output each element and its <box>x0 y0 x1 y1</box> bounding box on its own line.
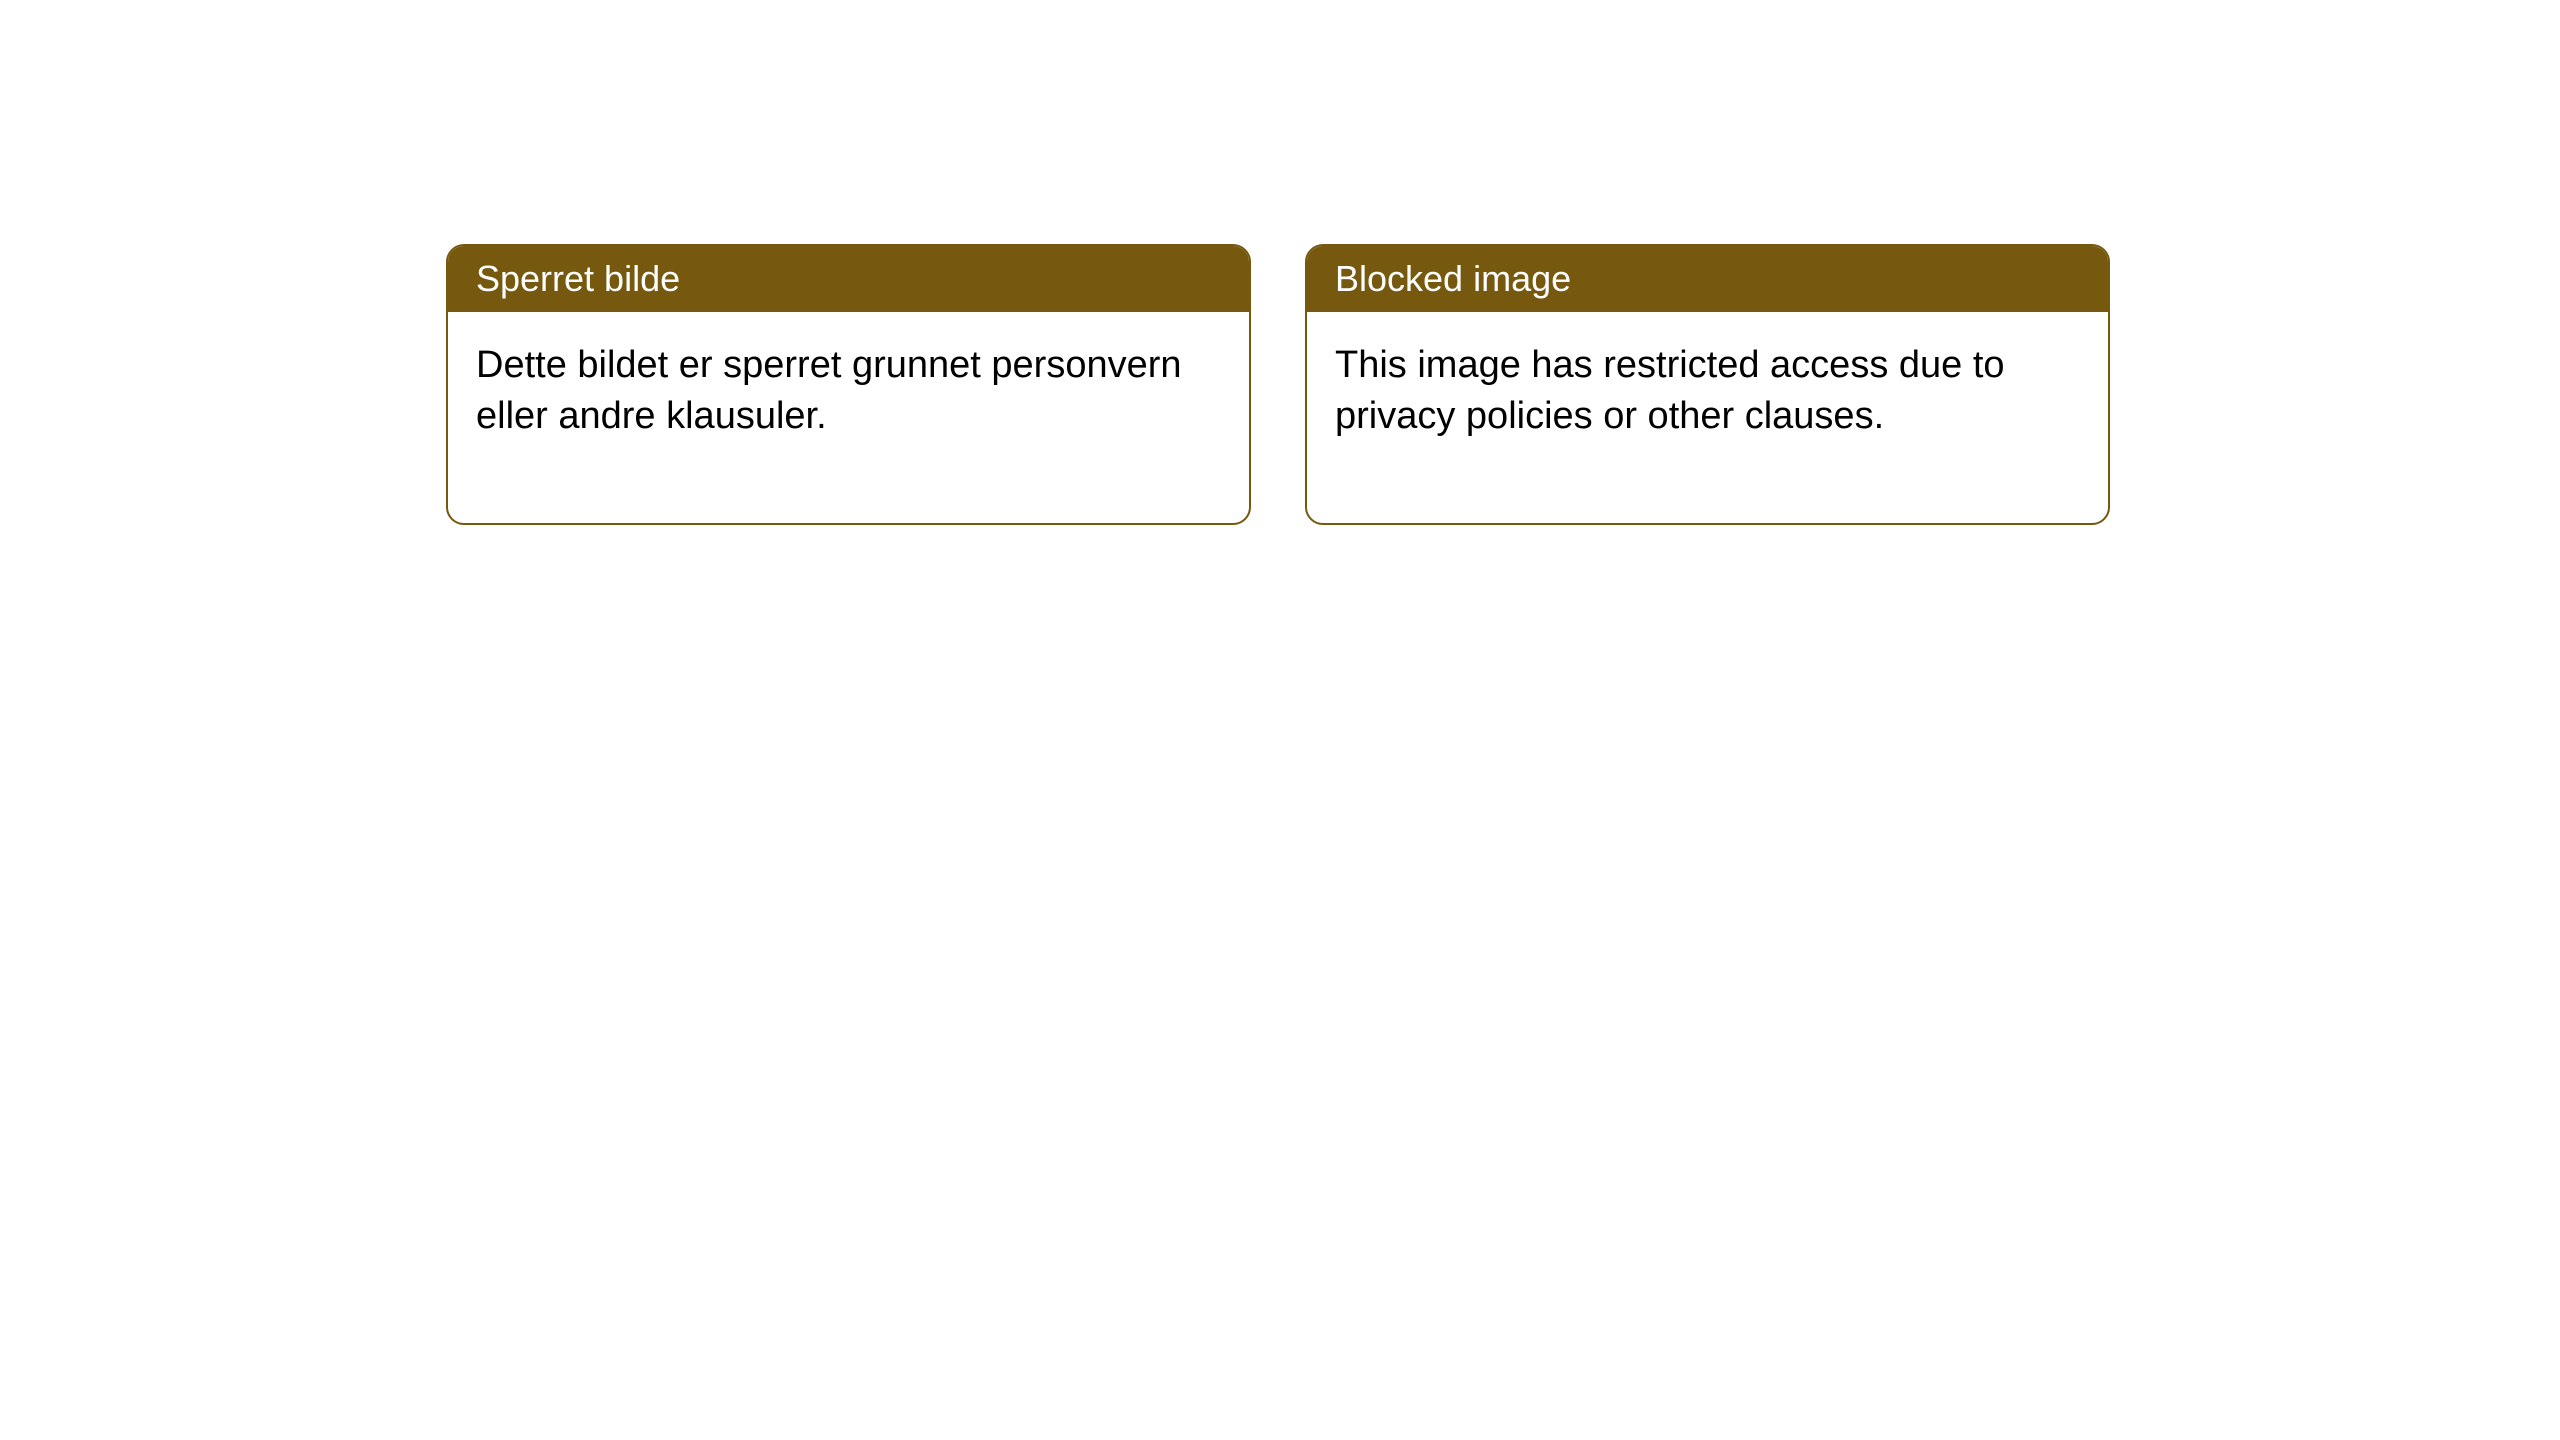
card-message: This image has restricted access due to … <box>1335 344 2005 437</box>
notice-container: Sperret bilde Dette bildet er sperret gr… <box>0 0 2560 525</box>
card-body: Dette bildet er sperret grunnet personve… <box>448 312 1249 523</box>
card-title: Sperret bilde <box>476 258 680 299</box>
card-title: Blocked image <box>1335 258 1571 299</box>
card-header: Blocked image <box>1307 246 2108 312</box>
card-header: Sperret bilde <box>448 246 1249 312</box>
notice-card-english: Blocked image This image has restricted … <box>1305 244 2110 525</box>
notice-card-norwegian: Sperret bilde Dette bildet er sperret gr… <box>446 244 1251 525</box>
card-body: This image has restricted access due to … <box>1307 312 2108 523</box>
card-message: Dette bildet er sperret grunnet personve… <box>476 344 1182 437</box>
